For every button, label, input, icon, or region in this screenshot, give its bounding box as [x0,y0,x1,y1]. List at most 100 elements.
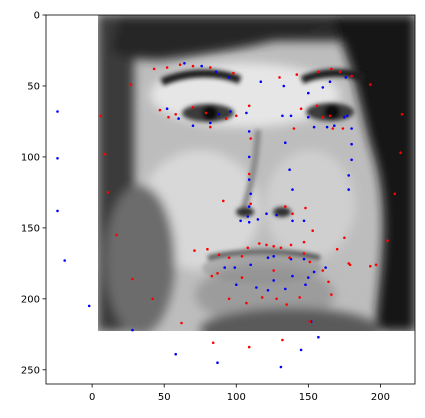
scatter-point-s0-50 [347,188,351,191]
scatter-point-s1-73 [260,296,264,299]
scatter-point-s0-31 [247,205,251,208]
scatter-point-s0-35 [256,218,260,221]
x-tick-label: 200 [371,392,390,403]
scatter-point-s1-9 [281,338,284,342]
scatter-point-s0-22 [191,124,195,127]
scatter-point-s0-59 [266,256,270,260]
scatter-point-s1-45 [328,114,332,118]
scatter-point-s0-9 [183,62,186,65]
scatter-point-s1-13 [369,264,372,268]
scatter-point-s1-52 [291,212,294,215]
scatter-point-s1-64 [279,246,283,250]
scatter-point-s1-82 [311,229,315,232]
scatter-point-s1-86 [374,263,378,267]
scatter-point-s1-27 [278,76,281,79]
scatter-point-s1-55 [193,249,196,252]
scatter-point-s1-17 [400,113,404,116]
scatter-point-s1-15 [393,192,397,196]
scatter-point-s1-76 [210,274,214,278]
scatter-point-s0-12 [227,76,231,79]
jaw-shadow-left [105,185,175,331]
scatter-point-s1-11 [330,293,333,296]
scatter-point-s0-45 [346,114,349,118]
scatter-point-s1-77 [216,272,219,275]
scatter-point-s0-8 [279,365,283,369]
scatter-point-s0-49 [347,174,351,177]
scatter-point-s0-64 [324,266,327,269]
scatter-point-s1-67 [308,260,312,264]
scatter-point-s0-52 [288,168,291,171]
scatter-point-s0-5 [131,328,134,332]
scatter-point-s0-56 [223,266,226,269]
scatter-points [56,62,404,369]
scatter-point-s1-42 [321,115,325,119]
scatter-point-s1-74 [245,301,248,305]
scatter-point-s0-62 [302,257,306,261]
scatter-point-s0-11 [214,70,218,74]
scatter-point-s0-14 [282,84,286,88]
scatter-point-s1-2 [106,191,110,194]
scatter-point-s1-32 [158,108,162,112]
scatter-point-s1-79 [272,269,276,272]
scatter-point-s0-27 [247,130,251,133]
scatter-point-s0-20 [165,107,169,110]
scatter-point-s1-58 [227,256,231,260]
scatter-point-s1-71 [285,303,289,306]
scatter-point-s0-4 [87,304,91,308]
scatter-point-s1-84 [343,236,346,240]
scatter-point-s1-56 [206,247,209,251]
scatter-point-s0-42 [325,125,329,129]
scatter-point-s0-60 [272,254,276,258]
scatter-point-s0-71 [291,274,294,278]
scatter-point-s1-34 [174,113,177,116]
scatter-point-s1-85 [348,263,352,267]
scatter-point-s0-41 [312,125,316,129]
scatter-point-s1-26 [232,71,235,75]
left-nostril [236,207,254,217]
scatter-point-s0-74 [317,335,320,339]
scatter-point-s0-17 [328,80,332,83]
scatter-point-s0-7 [216,361,219,365]
scatter-point-s0-34 [247,220,251,224]
scatter-point-s0-46 [350,127,353,130]
scatter-point-s1-47 [292,127,296,130]
x-tick-label: 50 [158,392,171,403]
scatter-point-s1-33 [167,115,170,119]
stubble [202,252,322,284]
scatter-point-s1-50 [249,202,252,206]
scatter-point-s1-60 [246,246,250,250]
scatter-point-s0-37 [275,213,278,217]
scatter-point-s0-44 [343,115,346,119]
scatter-point-s1-6 [180,321,183,325]
scatter-point-s0-28 [247,155,251,159]
scatter-point-s1-21 [152,67,156,71]
scatter-point-s1-41 [315,104,319,108]
scatter-point-s1-66 [302,252,306,255]
scatter-point-s1-46 [299,107,303,110]
scatter-point-s0-54 [291,219,294,223]
scatter-point-s0-30 [249,192,252,196]
scatter-point-s0-26 [245,111,248,115]
scatter-point-s1-57 [217,253,221,257]
scatter-point-s0-55 [302,219,306,223]
scatter-point-s1-20 [129,83,133,86]
scatter-point-s1-61 [258,242,261,245]
y-axis: 0 50 100 150 200 250 [21,11,46,376]
scatter-point-s1-35 [191,106,195,109]
scatter-point-s0-47 [350,142,353,146]
scatter-point-s1-81 [302,240,306,244]
scatter-point-s0-43 [333,124,336,127]
scatter-point-s0-40 [307,115,310,119]
scatter-point-s1-83 [335,247,339,251]
scatter-point-s1-37 [209,125,212,129]
scatter-point-s1-53 [304,206,307,210]
scatter-point-s0-69 [304,283,307,287]
scatter-point-s0-10 [200,64,203,68]
scatter-point-s1-78 [240,276,244,279]
scatter-point-s1-69 [327,280,330,284]
y-tick-label: 150 [21,223,40,234]
scatter-point-s0-66 [255,286,258,289]
scatter-point-s0-36 [265,212,268,215]
scatter-point-s0-75 [299,348,303,352]
scatter-point-s1-72 [275,297,278,301]
